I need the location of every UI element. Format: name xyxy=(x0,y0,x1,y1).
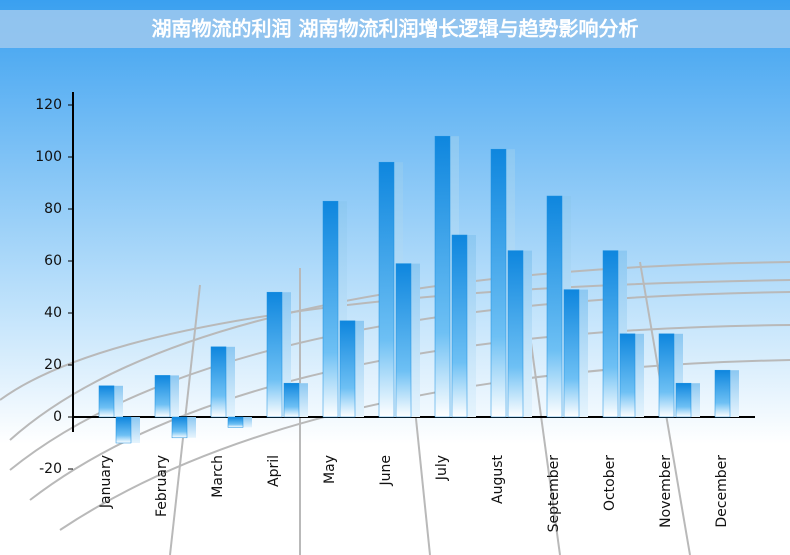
bar xyxy=(227,416,244,428)
bar xyxy=(714,369,731,418)
bar-side xyxy=(691,383,700,417)
x-tick-label: August xyxy=(490,454,506,504)
bar xyxy=(490,148,507,418)
bar-side xyxy=(226,346,235,417)
x-tick-label: July xyxy=(434,455,450,481)
bar xyxy=(378,161,395,418)
bar xyxy=(602,250,619,418)
x-tick-label: November xyxy=(658,455,674,528)
bar-side xyxy=(579,289,588,417)
title-banner xyxy=(0,10,790,48)
bar-side xyxy=(131,417,140,443)
bar-side xyxy=(674,333,683,417)
chart-title: 湖南物流的利润 湖南物流利润增长逻辑与趋势影响分析 xyxy=(152,17,639,41)
x-tick-label: October xyxy=(602,455,618,511)
x-tick-label: January xyxy=(98,455,114,509)
x-tick-label: June xyxy=(378,455,394,487)
bar xyxy=(283,382,300,418)
bar xyxy=(434,135,451,418)
bar xyxy=(619,333,636,418)
bar xyxy=(563,289,580,418)
bar-side xyxy=(467,235,476,417)
bar xyxy=(210,346,227,418)
x-tick-label: December xyxy=(714,455,730,528)
bar-side xyxy=(411,263,420,417)
x-tick-label: February xyxy=(154,455,170,517)
bar xyxy=(154,375,171,418)
y-tick-label: 100 xyxy=(35,149,62,165)
bar xyxy=(115,416,132,444)
y-tick-label: 120 xyxy=(35,97,62,113)
y-tick-label: 60 xyxy=(44,253,62,269)
bar xyxy=(451,234,468,418)
x-tick-label: March xyxy=(210,455,226,498)
y-tick-label: 20 xyxy=(44,357,62,373)
bar xyxy=(658,333,675,418)
bar xyxy=(322,200,339,418)
bar-side xyxy=(355,320,364,417)
bar xyxy=(266,291,283,418)
bar xyxy=(98,385,115,418)
bar-side xyxy=(299,383,308,417)
bar-side xyxy=(730,370,739,417)
bar-side xyxy=(282,292,291,417)
bar-side xyxy=(523,250,532,417)
bar-side xyxy=(635,333,644,417)
y-tick-label: 0 xyxy=(53,409,62,425)
bar xyxy=(339,320,356,418)
bar-side xyxy=(243,417,252,428)
y-tick-label: 80 xyxy=(44,201,62,217)
x-tick-label: April xyxy=(266,455,282,487)
x-tick-label: September xyxy=(546,455,562,533)
bar-side xyxy=(187,417,196,438)
bar xyxy=(546,195,563,418)
y-tick-label: -20 xyxy=(39,461,62,477)
bar xyxy=(675,382,692,418)
bar xyxy=(507,250,524,418)
bar xyxy=(395,263,412,418)
y-tick-label: 40 xyxy=(44,305,62,321)
bar-side xyxy=(170,375,179,417)
x-tick-label: May xyxy=(322,455,338,484)
bar xyxy=(171,416,188,439)
bar-side xyxy=(114,385,123,417)
bar-side xyxy=(338,201,347,417)
